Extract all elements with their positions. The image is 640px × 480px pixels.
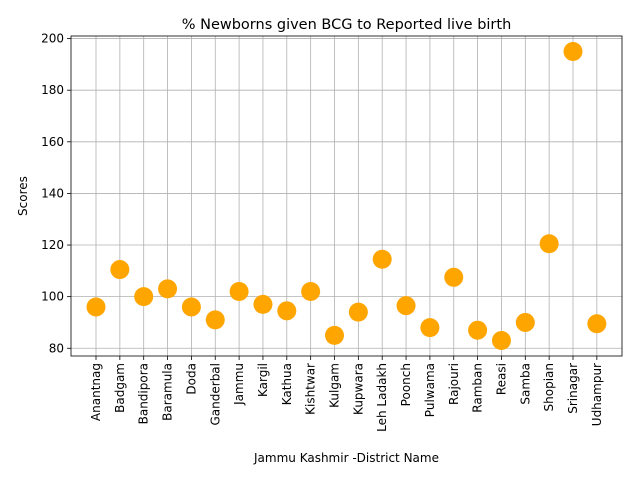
x-tick-label: Ganderbal (208, 363, 222, 426)
y-tick-label: 120 (41, 238, 64, 252)
x-tick-label: Jammu (232, 363, 246, 406)
axis-ticks: Anantnag Badgam Bandipora Baramula Doda Gande… (41, 32, 604, 432)
data-point (86, 297, 106, 317)
plot-area-frame (70, 35, 623, 357)
chart-title: % Newborns given BCG to Reported live bi… (182, 17, 512, 33)
x-tick-label: Baramula (161, 363, 175, 421)
x-tick-label: Udhampur (590, 363, 604, 426)
data-point (563, 41, 583, 61)
data-point (205, 310, 225, 330)
x-tick-label: Samba (518, 363, 532, 405)
data-point (301, 281, 321, 301)
data-point (325, 325, 344, 345)
data-point (444, 267, 464, 287)
data-point (396, 296, 416, 316)
x-tick-label: Bandipora (137, 363, 151, 424)
x-tick-label: Ramban (471, 363, 485, 413)
data-point (158, 279, 178, 299)
x-tick-label: Doda (184, 363, 198, 395)
data-point (468, 320, 488, 340)
data-point (181, 297, 201, 317)
x-tick-label: Poonch (399, 363, 413, 406)
x-axis-label: Jammu Kashmir -District Name (253, 451, 439, 465)
data-point (229, 281, 249, 301)
x-tick-label: Leh Ladakh (375, 363, 389, 432)
x-tick-label: Kishtwar (304, 363, 318, 415)
x-tick-label: Kulgam (328, 363, 342, 408)
x-tick-label: Anantnag (89, 363, 103, 421)
y-tick-label: 80 (49, 341, 64, 355)
data-points (86, 41, 607, 351)
x-tick-label: Pulwama (423, 363, 437, 417)
y-tick-label: 160 (41, 135, 64, 149)
data-point (253, 294, 273, 314)
data-point (110, 260, 130, 280)
data-point (420, 318, 440, 338)
data-point (277, 301, 297, 321)
y-tick-label: 180 (41, 83, 64, 97)
data-point (515, 312, 535, 332)
grid (71, 36, 622, 356)
x-tick-label: Kupwara (351, 363, 365, 415)
x-tick-label: Badgam (113, 363, 127, 413)
y-tick-label: 140 (41, 186, 64, 200)
data-point (372, 249, 392, 269)
x-tick-label: Rajouri (447, 363, 461, 405)
x-tick-label: Kathua (280, 363, 294, 405)
data-point (587, 314, 607, 334)
data-point (134, 287, 154, 307)
x-tick-label: Shopian (542, 363, 556, 411)
y-tick-label: 100 (41, 290, 64, 304)
x-tick-label: Kargil (256, 363, 270, 397)
x-tick-label: Reasi (494, 363, 508, 395)
y-tick-label: 200 (41, 32, 64, 46)
data-point (491, 331, 511, 351)
x-tick-label: Srinagar (566, 363, 580, 414)
data-point (348, 302, 368, 322)
data-point (539, 234, 559, 254)
y-axis-label: Scores (16, 176, 30, 216)
